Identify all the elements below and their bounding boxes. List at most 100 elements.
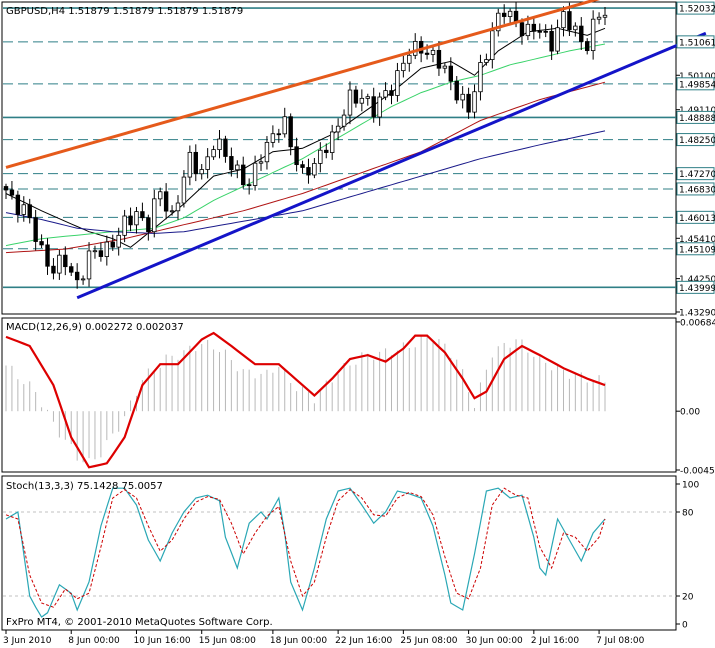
candle-body bbox=[51, 265, 56, 274]
macd-histogram bbox=[5, 336, 606, 463]
candlesticks bbox=[3, 2, 608, 289]
candle-body bbox=[21, 204, 26, 215]
candle bbox=[324, 143, 329, 159]
stochastic-panel[interactable]: 100 80 20 0 Stoch(13,3,3) 75.1428 75.0057 F… bbox=[1, 475, 699, 631]
candle-body bbox=[288, 116, 293, 148]
candle bbox=[596, 12, 602, 25]
candle bbox=[9, 180, 15, 200]
candle-body bbox=[187, 151, 193, 178]
candle-body bbox=[341, 114, 347, 127]
candle-body bbox=[306, 167, 311, 176]
candle bbox=[531, 18, 537, 40]
candle-body bbox=[3, 186, 9, 191]
candle bbox=[478, 54, 483, 101]
stochastic-axis: 100 80 20 0 bbox=[676, 481, 699, 631]
candle bbox=[341, 109, 347, 131]
candle bbox=[3, 183, 9, 200]
price-level-tag bbox=[676, 1, 715, 15]
candle-body bbox=[324, 149, 329, 153]
candle bbox=[80, 275, 86, 285]
candle bbox=[312, 158, 317, 179]
candle bbox=[282, 107, 287, 138]
stochastic-tick-label: 100 bbox=[682, 481, 699, 491]
price-tick-label: 1.46830 bbox=[679, 185, 715, 195]
candle bbox=[217, 129, 222, 159]
candle-body bbox=[157, 191, 163, 200]
candle-body bbox=[377, 96, 382, 118]
candle bbox=[229, 147, 234, 177]
candle-body bbox=[33, 217, 38, 242]
candle-body bbox=[454, 80, 459, 101]
candle-body bbox=[501, 12, 507, 17]
stochastic-lines bbox=[3, 487, 676, 618]
candle bbox=[235, 160, 240, 179]
candle bbox=[33, 209, 38, 251]
candle bbox=[104, 235, 110, 266]
candle-body bbox=[122, 215, 127, 236]
candle-body bbox=[92, 250, 98, 253]
candle-body bbox=[590, 18, 596, 52]
candle bbox=[602, 6, 608, 26]
candle-body bbox=[365, 96, 370, 99]
time-tick-label: 2 Jul 16:00 bbox=[531, 636, 580, 646]
copyright-text: FxPro MT4, © 2001-2010 MetaQuotes Softwa… bbox=[6, 617, 273, 628]
candle-body bbox=[300, 164, 305, 168]
candle-body bbox=[478, 62, 483, 93]
candle-body bbox=[436, 49, 442, 69]
candle bbox=[579, 17, 584, 50]
candle-body bbox=[80, 278, 86, 281]
candle-body bbox=[45, 244, 50, 267]
time-axis: 3 Jun 2010 8 Jun 00:00 10 Jun 16:00 15 Jun … bbox=[3, 630, 645, 646]
candle bbox=[288, 113, 293, 156]
price-panel[interactable]: 1.520321.510611.501001.498541.491101.488… bbox=[1, 0, 715, 319]
candle-body bbox=[246, 184, 252, 187]
time-tick-label: 8 Jun 00:00 bbox=[68, 636, 120, 646]
candle-body bbox=[567, 11, 572, 31]
candle-body bbox=[312, 163, 317, 176]
candle-body bbox=[9, 189, 15, 196]
candle-body bbox=[472, 91, 477, 113]
candle bbox=[401, 55, 406, 78]
candle bbox=[300, 160, 305, 174]
candle bbox=[211, 145, 216, 160]
candle-body bbox=[596, 16, 602, 20]
candle bbox=[276, 128, 282, 143]
candle-body bbox=[549, 30, 554, 52]
candle-body bbox=[418, 40, 424, 54]
macd-tick-label: 0.00 bbox=[680, 408, 700, 418]
candle bbox=[51, 258, 56, 280]
candle bbox=[116, 227, 121, 256]
candle-body bbox=[193, 151, 198, 175]
candle bbox=[306, 158, 311, 184]
candle bbox=[187, 145, 193, 186]
candle bbox=[163, 183, 169, 220]
candle-body bbox=[335, 125, 341, 133]
candle bbox=[585, 38, 590, 55]
candle bbox=[501, 4, 507, 24]
candle-body bbox=[490, 30, 495, 60]
time-tick-label: 18 Jun 00:00 bbox=[270, 636, 327, 646]
candle bbox=[430, 46, 436, 63]
time-tick-label: 30 Jun 00:00 bbox=[466, 636, 523, 646]
candle-body bbox=[199, 169, 204, 175]
stochastic-main-line bbox=[5, 487, 606, 618]
candle-body bbox=[395, 70, 400, 96]
price-tick-label: 1.44250 bbox=[679, 275, 715, 285]
candle bbox=[395, 62, 400, 102]
candle bbox=[63, 246, 68, 276]
candle bbox=[335, 118, 341, 141]
stochastic-signal-line bbox=[5, 487, 606, 608]
macd-panel[interactable]: 0.006845 0.00 -0.00451 MACD(12,26,9) 0.002… bbox=[1, 317, 715, 477]
candle-body bbox=[413, 40, 418, 56]
candle-body bbox=[602, 14, 608, 18]
candle-body bbox=[318, 149, 323, 164]
price-tick-label: 1.45109 bbox=[679, 245, 715, 255]
candle-body bbox=[134, 211, 139, 226]
price-tick-label: 1.48250 bbox=[679, 136, 715, 146]
candle-body bbox=[460, 93, 465, 101]
ma-line-blue bbox=[5, 130, 606, 234]
trendlines bbox=[5, 0, 707, 300]
candle bbox=[140, 202, 145, 221]
candle bbox=[383, 82, 388, 101]
candle-body bbox=[163, 191, 169, 212]
